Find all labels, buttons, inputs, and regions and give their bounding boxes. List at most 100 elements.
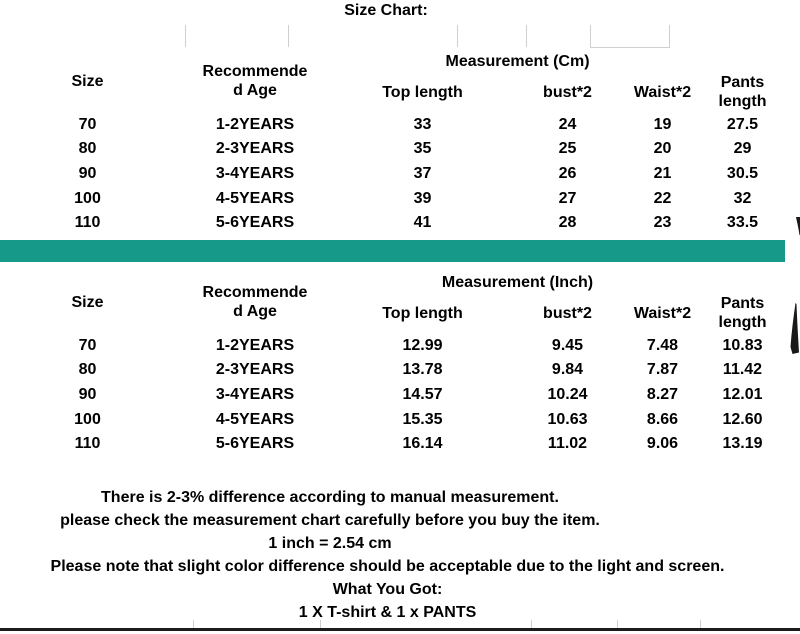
age-cell: 1-2YEARS xyxy=(215,115,295,133)
value-cell-waist: 22 xyxy=(653,189,672,207)
value-cell-waist: 21 xyxy=(653,164,672,182)
age-cell: 4-5YEARS xyxy=(215,410,295,428)
table-row: 110 5-6YEARS 16.14 11.02 9.06 13.19 xyxy=(0,431,785,456)
size-cell: 80 xyxy=(78,140,97,158)
value-cell-waist: 7.87 xyxy=(646,361,679,379)
value-cell-bust: 27 xyxy=(558,189,577,207)
column-header-bust: bust*2 xyxy=(543,83,592,101)
value-cell-bust: 11.02 xyxy=(547,435,588,453)
note-line: What You Got: xyxy=(332,581,443,598)
empty-cell-outline xyxy=(590,25,670,48)
age-cell: 5-6YEARS xyxy=(215,214,295,232)
value-cell-pants-length: 12.60 xyxy=(722,410,763,428)
note-line: please check the measurement chart caref… xyxy=(60,512,600,529)
note-line: 1 inch = 2.54 cm xyxy=(268,535,392,552)
value-cell-top-length: 33 xyxy=(413,115,432,133)
value-cell-top-length: 15.35 xyxy=(402,410,443,428)
value-cell-bust: 26 xyxy=(558,164,577,182)
size-cell: 110 xyxy=(74,214,101,232)
size-table-inch-body: 70 1-2YEARS 12.99 9.45 7.48 10.83 80 2-3… xyxy=(0,333,785,456)
size-cell: 70 xyxy=(78,115,97,133)
value-cell-bust: 28 xyxy=(558,214,577,232)
size-cell: 80 xyxy=(78,361,97,379)
age-cell: 2-3YEARS xyxy=(215,140,295,158)
value-cell-top-length: 13.78 xyxy=(402,361,443,379)
value-cell-pants-length: 29 xyxy=(733,140,752,158)
value-cell-waist: 9.06 xyxy=(646,435,679,453)
value-cell-pants-length: 33.5 xyxy=(726,214,759,232)
gridline-artifact xyxy=(700,620,701,629)
value-cell-pants-length: 32 xyxy=(733,189,752,207)
value-cell-waist: 20 xyxy=(653,140,672,158)
column-header-top-length: Top length xyxy=(382,83,463,101)
size-table-cm-header: Size Recommended Age Measurement (Cm) To… xyxy=(0,50,785,112)
gridline-artifact xyxy=(617,620,618,629)
size-cell: 100 xyxy=(74,189,101,207)
age-cell: 3-4YEARS xyxy=(215,164,295,182)
size-column-header: Size xyxy=(71,293,104,311)
value-cell-bust: 9.45 xyxy=(551,336,584,354)
table-row: 100 4-5YEARS 15.35 10.63 8.66 12.60 xyxy=(0,407,785,432)
column-header-pants-length: Pants length xyxy=(718,295,767,331)
value-cell-pants-length: 10.83 xyxy=(722,336,763,354)
value-cell-top-length: 39 xyxy=(413,189,432,207)
value-cell-bust: 10.63 xyxy=(547,410,588,428)
table-row: 90 3-4YEARS 37 26 21 30.5 xyxy=(0,161,785,186)
gridline-artifact xyxy=(320,620,321,629)
table-row: 80 2-3YEARS 35 25 20 29 xyxy=(0,137,785,162)
note-line: There is 2-3% difference according to ma… xyxy=(101,489,559,506)
column-header-pants-length: Pants length xyxy=(718,74,767,110)
page-title: Size Chart: xyxy=(344,2,428,19)
clipped-image-fragment xyxy=(790,217,800,354)
value-cell-top-length: 37 xyxy=(413,164,432,182)
value-cell-bust: 9.84 xyxy=(551,361,584,379)
note-line: 1 X T-shirt & 1 x PANTS xyxy=(298,604,477,621)
divider-bar xyxy=(0,240,785,262)
value-cell-top-length: 14.57 xyxy=(402,385,443,403)
table-row: 70 1-2YEARS 12.99 9.45 7.48 10.83 xyxy=(0,333,785,358)
value-cell-top-length: 16.14 xyxy=(402,435,443,453)
value-cell-waist: 7.48 xyxy=(646,336,679,354)
size-cell: 100 xyxy=(74,410,101,428)
unit-header-cm: Measurement (Cm) xyxy=(445,52,590,70)
unit-header-inch: Measurement (Inch) xyxy=(441,273,594,291)
value-cell-waist: 23 xyxy=(653,214,672,232)
column-header-top-length: Top length xyxy=(382,304,463,322)
table-row: 100 4-5YEARS 39 27 22 32 xyxy=(0,186,785,211)
value-cell-top-length: 12.99 xyxy=(402,336,443,354)
value-cell-pants-length: 12.01 xyxy=(722,385,763,403)
size-cell: 70 xyxy=(78,336,97,354)
column-header-waist: Waist*2 xyxy=(633,83,692,101)
gridline-artifact xyxy=(185,25,186,47)
value-cell-waist: 19 xyxy=(653,115,672,133)
value-cell-pants-length: 27.5 xyxy=(726,115,759,133)
column-header-waist: Waist*2 xyxy=(633,304,692,322)
gridline-artifact xyxy=(193,620,194,629)
value-cell-pants-length: 30.5 xyxy=(726,164,759,182)
gridline-artifact xyxy=(526,25,527,47)
value-cell-waist: 8.27 xyxy=(646,385,679,403)
size-table-inch: Size Recommended Age Measurement (Inch) … xyxy=(0,271,785,456)
value-cell-top-length: 35 xyxy=(413,140,432,158)
bottom-border-line xyxy=(0,628,800,631)
age-column-header: Recommended Age xyxy=(202,284,308,320)
size-column-header: Size xyxy=(71,72,104,90)
age-cell: 3-4YEARS xyxy=(215,385,295,403)
note-line: Please note that slight color difference… xyxy=(50,558,725,575)
age-cell: 5-6YEARS xyxy=(215,435,295,453)
age-column-header: Recommended Age xyxy=(202,63,308,99)
size-table-cm-body: 70 1-2YEARS 33 24 19 27.5 80 2-3YEARS 35… xyxy=(0,112,785,235)
table-row: 90 3-4YEARS 14.57 10.24 8.27 12.01 xyxy=(0,382,785,407)
size-cell: 90 xyxy=(78,385,97,403)
value-cell-bust: 25 xyxy=(558,140,577,158)
size-cell: 90 xyxy=(78,164,97,182)
size-cell: 110 xyxy=(74,435,101,453)
table-row: 70 1-2YEARS 33 24 19 27.5 xyxy=(0,112,785,137)
value-cell-waist: 8.66 xyxy=(646,410,679,428)
gridline-artifact xyxy=(531,620,532,629)
value-cell-top-length: 41 xyxy=(413,214,432,232)
notes-primary: There is 2-3% difference according to ma… xyxy=(0,486,660,555)
size-table-inch-header: Size Recommended Age Measurement (Inch) … xyxy=(0,271,785,333)
gridline-artifact xyxy=(288,25,289,47)
column-header-bust: bust*2 xyxy=(543,304,592,322)
